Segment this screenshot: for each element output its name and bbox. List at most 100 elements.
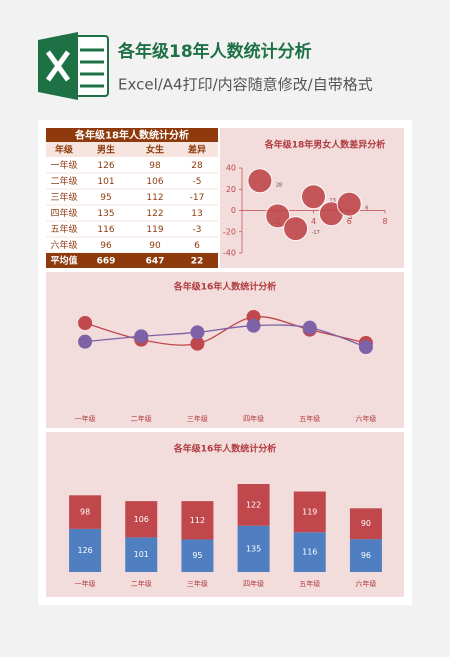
marker [134,329,149,344]
x-tick-label: 6 [347,217,352,226]
cell: -17 [190,193,205,203]
cell: 126 [97,161,114,171]
chart-title: 各年级16年人数统计分析 [173,443,277,455]
cell: 135 [97,209,114,219]
data-label: 28 [276,182,282,188]
x-tick-label: 四年级 [243,414,264,423]
cell: 95 [100,193,111,203]
cell: 101 [97,177,114,187]
x-tick-label: 六年级 [355,414,376,423]
cell: 四年级 [50,207,77,219]
marker [190,325,205,340]
x-tick-label: 一年级 [75,579,96,588]
table-footer-bar [46,253,218,268]
data-label: 122 [246,500,261,509]
marker [246,318,261,333]
bar [237,484,270,526]
bubble [336,191,362,217]
x-tick-label: 二年级 [131,414,152,423]
x-tick-label: 四年级 [243,579,264,588]
y-tick-label: 20 [226,185,236,194]
bar [181,539,214,572]
data-label: 119 [302,507,317,516]
page-subtitle: Excel/A4打印/内容随意修改/自带格式 [118,76,373,94]
cell: 106 [146,177,163,187]
cell: 116 [97,225,114,235]
y-tick-label: -40 [223,249,236,258]
bar [69,528,102,572]
marker [78,334,93,349]
x-tick-label: 三年级 [187,414,208,423]
data-label: 135 [246,544,261,553]
x-tick-label: 六年级 [355,579,376,588]
cell: -3 [193,225,202,235]
table-header-bar [46,142,218,157]
cell: 一年级 [50,159,77,171]
column-header: 女生 [146,144,164,156]
data-label: 95 [192,551,202,560]
cell: 六年级 [50,239,77,251]
cell: 6 [194,241,200,251]
column-header: 差异 [188,144,206,156]
data-label: 126 [77,546,92,555]
bar [349,508,382,540]
excel-icon [38,32,109,100]
footer-cell: 平均值 [50,255,77,267]
cell: -5 [193,177,202,187]
marker [190,336,205,351]
data-label: 106 [134,515,149,524]
bar [181,501,214,540]
y-tick-label: 40 [226,164,236,173]
bar [293,532,326,572]
data-label: 98 [80,508,90,517]
cell: 13 [191,209,202,219]
chart-title: 各年级18年男女人数差异分析 [264,139,386,151]
bar [237,525,270,572]
page-title: 各年级18年人数统计分析 [117,41,312,62]
marker [78,316,93,330]
bubble [301,184,326,210]
data-label: 112 [190,516,205,525]
bar-panel [46,432,404,597]
bar [125,537,158,572]
bar [349,539,382,572]
footer-cell: 647 [146,257,165,267]
cell: 五年级 [50,223,77,235]
data-label: 90 [361,519,371,528]
x-tick-label: 三年级 [187,579,208,588]
x-tick-label: 二年级 [131,579,152,588]
cell: 96 [100,241,112,251]
cell: 二年级 [50,175,77,187]
column-header: 年级 [55,144,74,156]
table-title: 各年级18年人数统计分析 [74,129,189,142]
x-tick-label: 一年级 [75,414,96,423]
data-label: 96 [361,551,371,560]
cell: 28 [191,161,203,171]
data-label: 6 [365,206,368,212]
data-label: 13 [330,198,336,204]
data-label: -3 [347,215,352,221]
cell: 98 [149,161,161,171]
data-label: -17 [312,230,320,236]
bubble [265,203,291,229]
bar [125,501,158,538]
footer-cell: 669 [97,257,116,267]
y-tick-label: -20 [223,227,236,236]
marker [358,340,373,354]
y-tick-label: 0 [231,206,236,215]
bubble [283,216,309,242]
table-title-bar [46,128,218,142]
cell: 122 [146,209,163,219]
cell: 112 [146,193,163,203]
cell: 三年级 [50,191,77,203]
x-tick-label: 4 [311,217,316,226]
x-tick-label: 五年级 [299,414,320,423]
x-tick-label: 8 [382,217,387,226]
column-header: 男生 [97,144,115,156]
bar [293,491,326,533]
bubble [247,168,273,194]
data-label: 116 [302,548,317,557]
footer-cell: 22 [191,257,204,267]
cell: 90 [149,241,161,251]
marker [302,320,317,335]
